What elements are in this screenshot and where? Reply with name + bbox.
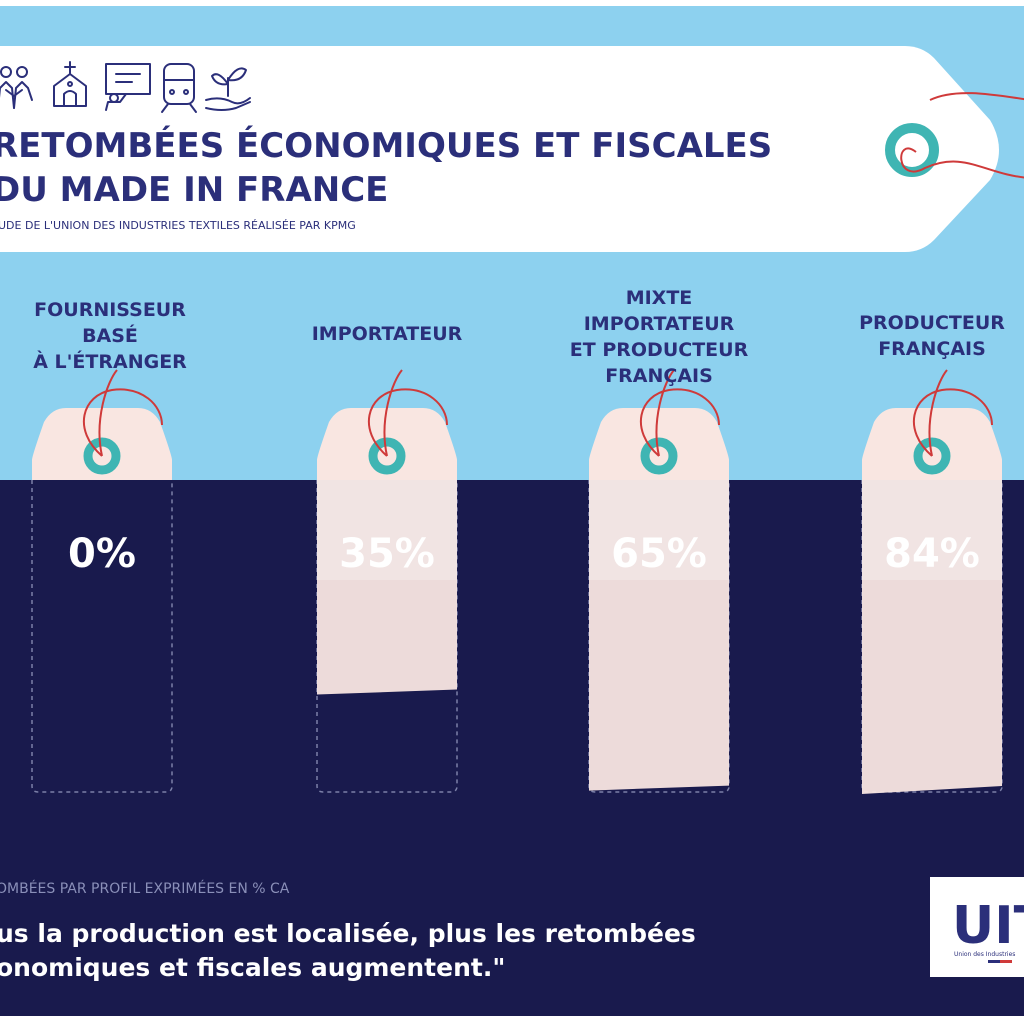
- tag-outline: [31, 480, 173, 793]
- page-title-line1: RETOMBÉES ÉCONOMIQUES ET FISCALES: [0, 125, 772, 166]
- bottom-white-strip: [0, 1016, 1024, 1024]
- train-icon: [161, 63, 197, 113]
- tag-ring: [913, 437, 951, 475]
- header-icons: [0, 61, 251, 113]
- category-label: FRANÇAIS: [605, 365, 713, 387]
- tag-bar: [317, 480, 457, 695]
- navy-background: [0, 480, 1024, 1024]
- tag-sheen: [862, 480, 1002, 580]
- tag-string: [640, 369, 720, 457]
- value-label: 35%: [339, 531, 435, 577]
- tag-ring: [640, 437, 678, 475]
- presentation-icon: [105, 63, 151, 111]
- tag-string: [913, 369, 993, 457]
- category-label: MIXTE: [626, 287, 693, 309]
- tag-outline: [861, 480, 1003, 793]
- tag-bar: [589, 480, 729, 791]
- tag-ring: [368, 437, 406, 475]
- top-white-strip: [0, 0, 1024, 6]
- tag-outline: [588, 480, 730, 793]
- logo-subtext: Union des Industries: [954, 951, 1015, 958]
- people-icon: [0, 66, 33, 109]
- banner-string: [929, 92, 1024, 101]
- category-label: À L'ÉTRANGER: [33, 350, 187, 373]
- tag-sheen: [589, 480, 729, 580]
- value-label: 84%: [884, 531, 980, 577]
- tag-outline: [316, 480, 458, 793]
- tag-bar: [862, 480, 1002, 794]
- tag-sheen: [317, 480, 457, 580]
- chart: 0% FOURNISSEUR BASÉ À L'ÉTRANGER 35% IMPORTAT…: [31, 287, 1005, 794]
- quote-line1: us la production est localisée, plus les…: [0, 919, 696, 948]
- category-label: FOURNISSEUR: [34, 299, 186, 321]
- value-label: 65%: [611, 531, 707, 577]
- uit-logo: UIT Union des Industries: [930, 877, 1024, 977]
- logo-flag-red: [1000, 960, 1012, 963]
- tag-ring: [83, 437, 121, 475]
- plant-hand-icon: [205, 67, 251, 111]
- tag-string: [83, 369, 163, 457]
- chart-caption: OMBÉES PAR PROFIL EXPRIMÉES EN % CA: [0, 880, 290, 897]
- page-title-line2: DU MADE IN FRANCE: [0, 170, 388, 210]
- category-label: IMPORTATEUR: [584, 313, 735, 335]
- logo-flag-blue: [988, 960, 1000, 963]
- banner-string: [900, 147, 1024, 179]
- category-label: IMPORTATEUR: [312, 323, 463, 345]
- value-label: 0%: [68, 531, 136, 577]
- church-icon: [53, 61, 87, 107]
- logo-text: UIT: [952, 896, 1024, 956]
- page-subtitle: UDE DE L'UNION DES INDUSTRIES TEXTILES R…: [0, 219, 356, 232]
- quote-line2: onomiques et fiscales augmentent.": [0, 953, 505, 982]
- category-label: ET PRODUCTEUR: [570, 339, 749, 361]
- category-label: BASÉ: [82, 324, 138, 347]
- category-label: FRANÇAIS: [878, 338, 986, 360]
- tag-string: [368, 369, 448, 457]
- category-label: PRODUCTEUR: [859, 312, 1005, 334]
